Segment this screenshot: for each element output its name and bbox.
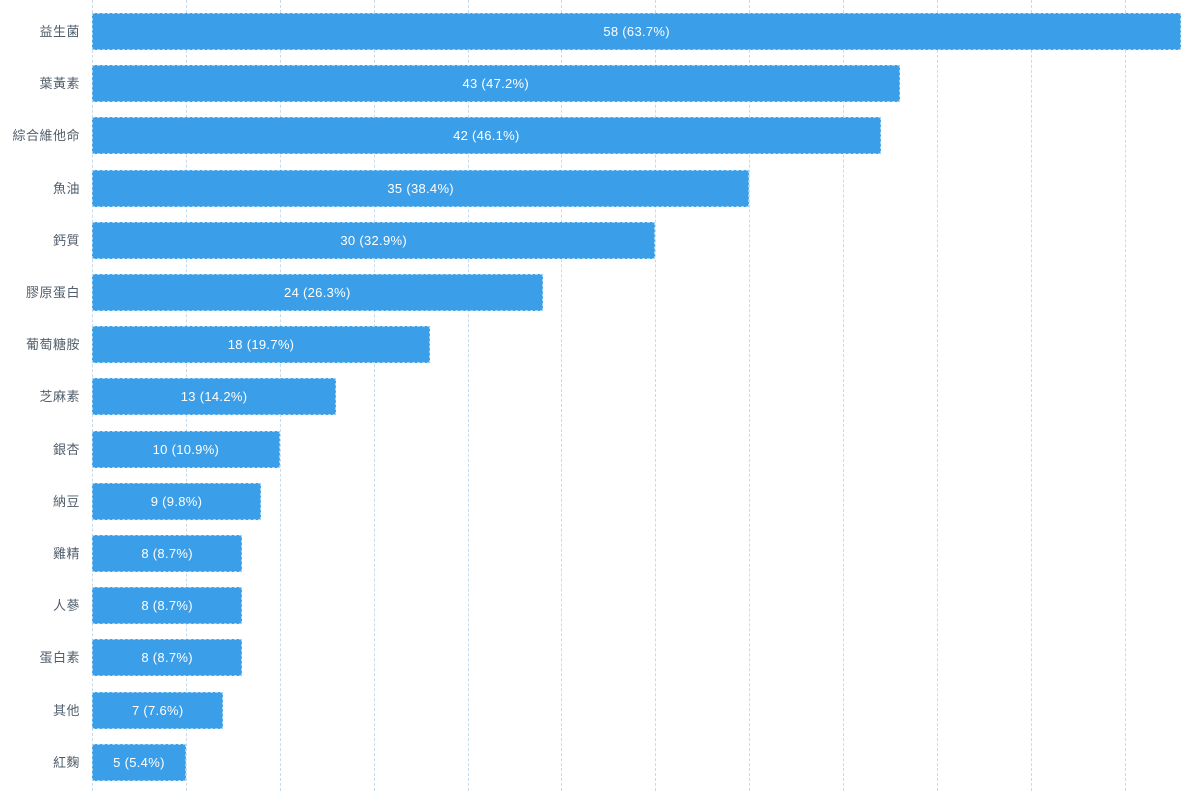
category-label: 銀杏: [52, 441, 80, 457]
category-label: 雞精: [52, 546, 80, 561]
bar[interactable]: 7 (7.6%): [92, 691, 224, 729]
bar-value-label: 43 (47.2%): [462, 76, 530, 92]
bar[interactable]: 5 (5.4%): [92, 743, 186, 781]
bar-row: 鈣質 30 (32.9%): [0, 221, 1200, 259]
category-label: 紅麴: [52, 754, 80, 770]
bar-row: 益生菌 58 (63.7%): [0, 13, 1200, 50]
bar[interactable]: 9 (9.8%): [92, 482, 262, 520]
bar-row: 魚油 35 (38.4%): [0, 169, 1200, 207]
category-label: 葡萄糖胺: [25, 337, 80, 353]
category-label: 魚油: [52, 180, 80, 196]
bar-row: 其他 7 (7.6%): [0, 691, 1200, 729]
bar-value-label: 5 (5.4%): [113, 754, 165, 770]
category-label: 人蔘: [52, 598, 80, 614]
bar-value-label: 42 (46.1%): [453, 128, 520, 144]
bar-row: 紅麴 5 (5.4%): [0, 743, 1200, 781]
bar-row: 芝麻素 13 (14.2%): [0, 378, 1200, 416]
bar-value-label: 8 (8.7%): [141, 546, 193, 561]
bar[interactable]: 58 (63.7%): [92, 13, 1182, 50]
bar[interactable]: 8 (8.7%): [92, 535, 243, 572]
category-label: 蛋白素: [39, 650, 80, 666]
category-label: 葉黃素: [39, 76, 80, 92]
bar-value-label: 35 (38.4%): [387, 180, 454, 196]
category-label: 膠原蛋白: [25, 285, 80, 300]
bar[interactable]: 30 (32.9%): [92, 221, 656, 259]
gridline: [843, 0, 845, 791]
bar-row: 雞精 8 (8.7%): [0, 535, 1200, 572]
bar-value-label: 58 (63.7%): [603, 24, 670, 39]
bar[interactable]: 13 (14.2%): [92, 378, 337, 416]
bar-value-label: 9 (9.8%): [150, 493, 203, 509]
gridline: [937, 0, 939, 791]
bar[interactable]: 10 (10.9%): [92, 430, 280, 468]
gridline: [467, 0, 469, 791]
gridline: [373, 0, 375, 791]
bar[interactable]: 42 (46.1%): [92, 117, 881, 155]
bar[interactable]: 43 (47.2%): [92, 65, 900, 103]
bar-row: 銀杏 10 (10.9%): [0, 430, 1200, 468]
bar-value-label: 24 (26.3%): [284, 285, 351, 300]
bar-row: 膠原蛋白 24 (26.3%): [0, 274, 1200, 311]
bar[interactable]: 8 (8.7%): [92, 587, 243, 625]
gridline: [1030, 0, 1032, 791]
bar[interactable]: 8 (8.7%): [92, 639, 243, 677]
bar[interactable]: 24 (26.3%): [92, 274, 543, 311]
category-label: 綜合維他命: [12, 128, 80, 144]
bar-row: 蛋白素 8 (8.7%): [0, 639, 1200, 677]
bar-value-label: 10 (10.9%): [152, 441, 220, 457]
category-label: 納豆: [52, 493, 80, 509]
bar-row: 葉黃素 43 (47.2%): [0, 65, 1200, 103]
gridline: [561, 0, 563, 791]
bar-row: 葡萄糖胺 18 (19.7%): [0, 326, 1200, 364]
category-label: 益生菌: [39, 24, 80, 39]
bar-row: 納豆 9 (9.8%): [0, 482, 1200, 520]
bar-row: 綜合維他命 42 (46.1%): [0, 117, 1200, 155]
bar-value-label: 18 (19.7%): [227, 337, 295, 353]
gridline: [655, 0, 657, 791]
bar-value-label: 30 (32.9%): [340, 232, 407, 248]
bar-row: 人蔘 8 (8.7%): [0, 587, 1200, 625]
category-label: 芝麻素: [39, 389, 80, 405]
bar-value-label: 13 (14.2%): [180, 389, 248, 405]
bar-value-label: 8 (8.7%): [141, 598, 193, 614]
category-label: 其他: [52, 702, 80, 718]
bar[interactable]: 35 (38.4%): [92, 169, 750, 207]
bar-value-label: 7 (7.6%): [131, 702, 184, 718]
gridline: [749, 0, 751, 791]
bar-value-label: 8 (8.7%): [141, 650, 193, 666]
category-label: 鈣質: [52, 232, 80, 248]
gridline: [1124, 0, 1126, 791]
bar[interactable]: 18 (19.7%): [92, 326, 431, 364]
